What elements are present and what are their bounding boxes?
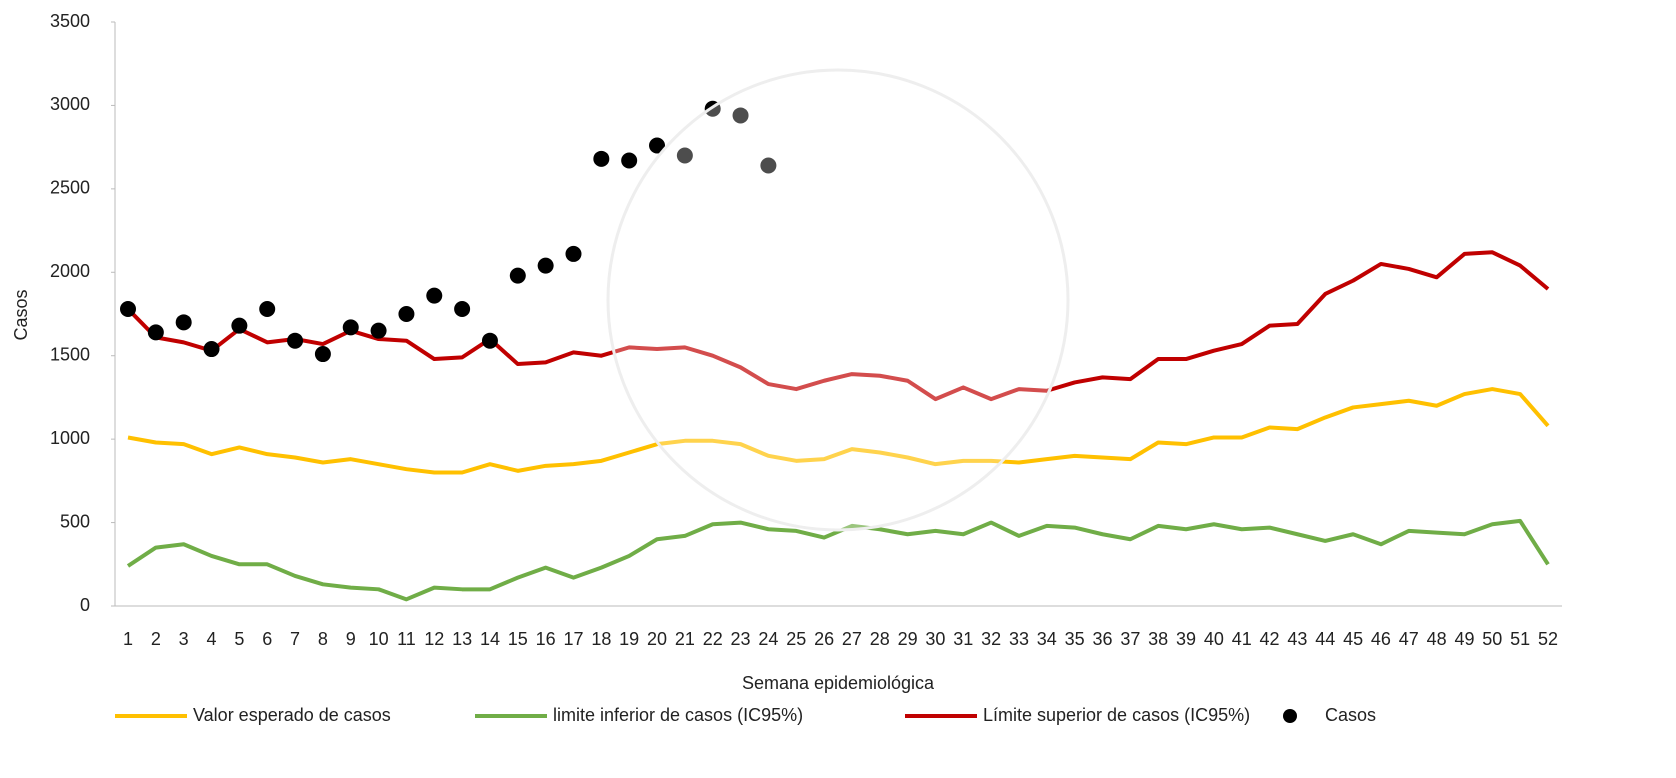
x-tick-label: 47: [1399, 629, 1419, 649]
x-tick-label: 2: [151, 629, 161, 649]
x-tick-label: 7: [290, 629, 300, 649]
x-tick-label: 21: [675, 629, 695, 649]
x-tick-label: 22: [703, 629, 723, 649]
legend-label: limite inferior de casos (IC95%): [553, 705, 803, 725]
x-tick-label: 37: [1120, 629, 1140, 649]
case-dot: [231, 317, 248, 334]
x-tick-label: 20: [647, 629, 667, 649]
x-tick-label: 9: [346, 629, 356, 649]
x-tick-label: 19: [619, 629, 639, 649]
x-tick-label: 18: [591, 629, 611, 649]
case-dot: [649, 137, 666, 154]
case-dot: [398, 306, 415, 322]
series-line: [126, 518, 1550, 602]
case-dot: [732, 107, 749, 124]
case-dot: [314, 346, 331, 363]
case-dot: [203, 341, 220, 358]
series-line: [126, 250, 1550, 402]
legend-swatch: [1283, 709, 1297, 723]
x-tick-label: 50: [1482, 629, 1502, 649]
y-tick-label: 2500: [50, 178, 90, 198]
x-tick-label: 24: [758, 629, 778, 649]
y-axis-title: Casos: [11, 289, 31, 340]
x-tick-label: 17: [563, 629, 583, 649]
case-dot: [147, 324, 164, 341]
x-tick-label: 52: [1538, 629, 1558, 649]
x-tick-label: 48: [1427, 629, 1447, 649]
legend-label: Límite superior de casos (IC95%): [983, 705, 1250, 725]
case-dot: [120, 300, 136, 317]
x-tick-label: 31: [953, 629, 973, 649]
y-tick-label: 1000: [50, 428, 90, 448]
x-tick-label: 49: [1454, 629, 1474, 649]
case-dot: [259, 300, 276, 317]
y-tick-label: 500: [60, 511, 90, 531]
x-tick-label: 36: [1092, 629, 1112, 649]
case-dot: [481, 332, 498, 349]
y-tick-label: 3500: [50, 11, 90, 31]
case-dot: [760, 157, 777, 174]
x-tick-label: 23: [731, 629, 751, 649]
case-dot: [426, 287, 443, 304]
y-tick-label: 1500: [50, 344, 90, 364]
y-tick-label: 2000: [50, 261, 90, 281]
x-tick-label: 45: [1343, 629, 1363, 649]
x-tick-label: 34: [1037, 629, 1057, 649]
case-dot: [565, 245, 582, 262]
x-tick-label: 29: [898, 629, 918, 649]
case-dot: [175, 314, 192, 331]
x-tick-label: 51: [1510, 629, 1530, 649]
y-tick-label: 3000: [50, 94, 90, 114]
x-tick-label: 42: [1260, 629, 1280, 649]
x-tick-label: 13: [452, 629, 472, 649]
x-tick-label: 14: [480, 629, 500, 649]
x-tick-label: 5: [234, 629, 244, 649]
x-tick-label: 39: [1176, 629, 1196, 649]
x-tick-label: 16: [536, 629, 556, 649]
x-tick-label: 10: [369, 629, 389, 649]
case-dot: [537, 257, 554, 274]
x-tick-label: 15: [508, 629, 528, 649]
x-tick-label: 6: [262, 629, 272, 649]
x-tick-label: 25: [786, 629, 806, 649]
x-tick-label: 11: [397, 629, 416, 649]
x-tick-label: 46: [1371, 629, 1391, 649]
case-dot: [676, 147, 693, 164]
x-tick-label: 8: [318, 629, 328, 649]
case-dot: [454, 300, 471, 317]
x-tick-label: 26: [814, 629, 834, 649]
x-tick-label: 1: [123, 629, 133, 649]
x-tick-label: 27: [842, 629, 862, 649]
x-tick-label: 40: [1204, 629, 1224, 649]
x-tick-label: 38: [1148, 629, 1168, 649]
legend-label: Casos: [1325, 705, 1376, 725]
x-tick-label: 12: [424, 629, 444, 649]
case-dot: [287, 332, 304, 349]
x-axis-title: Semana epidemiológica: [742, 673, 935, 693]
x-tick-label: 28: [870, 629, 890, 649]
x-tick-label: 30: [925, 629, 945, 649]
x-tick-label: 4: [207, 629, 217, 649]
x-tick-label: 32: [981, 629, 1001, 649]
x-tick-label: 43: [1287, 629, 1307, 649]
case-dot: [509, 267, 526, 284]
x-tick-label: 35: [1065, 629, 1085, 649]
x-tick-label: 3: [179, 629, 189, 649]
case-dot: [342, 319, 359, 336]
case-dot: [621, 152, 638, 169]
x-tick-label: 41: [1232, 629, 1252, 649]
series-line: [127, 387, 1550, 475]
x-tick-label: 33: [1009, 629, 1029, 649]
case-dot: [593, 150, 610, 167]
watermark: [606, 68, 1070, 532]
y-tick-label: 0: [80, 595, 90, 615]
x-tick-label: 44: [1315, 629, 1335, 649]
legend-label: Valor esperado de casos: [193, 705, 391, 725]
case-dot: [370, 322, 387, 339]
